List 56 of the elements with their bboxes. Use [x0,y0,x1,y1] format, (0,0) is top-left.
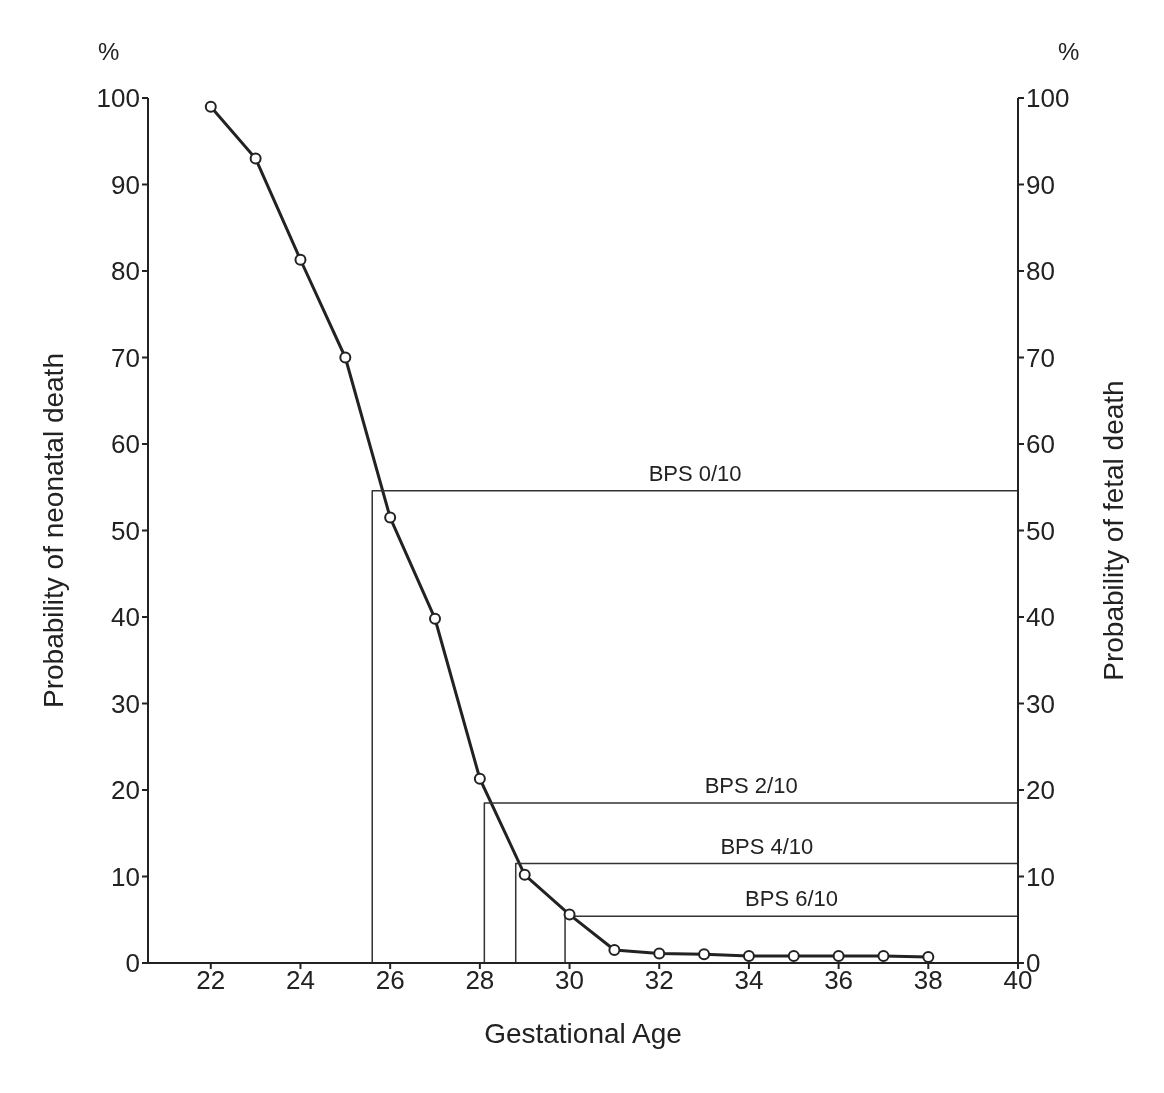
y2-tick-label: 10 [1026,861,1055,892]
y2-tick-label: 20 [1026,775,1055,806]
y-tick-label: 20 [111,775,140,806]
text: % [98,38,120,66]
y-tick-label: 90 [111,169,140,200]
y2-axis-title: Probability of fetal death [1097,380,1129,681]
point [429,612,442,625]
text: % [1058,38,1080,66]
point [249,152,262,165]
y2-tick-label: 70 [1026,342,1055,373]
y2-tick-label: 40 [1026,602,1055,633]
x-tick-label: 26 [375,965,405,996]
y-tick-label: 100 [96,83,140,114]
x-tick-label: 36 [824,965,854,996]
point [787,950,800,963]
y-tick-label: 30 [111,688,140,719]
y-tick-label: 80 [111,256,140,287]
y2-tick-label: 50 [1026,515,1055,546]
x-tick-label: 22 [196,965,226,996]
point [877,950,890,963]
point [698,948,711,961]
series-label: BPS 2/10 [704,772,798,798]
y-tick-label: 0 [125,948,140,979]
x-tick-label: 24 [286,965,315,996]
point [922,950,935,963]
y-tick-label: 70 [111,342,140,373]
point [473,772,486,785]
series-label: BPS 0/10 [648,460,742,486]
y2-tick-label: 90 [1026,169,1055,200]
y2-tick-label: 80 [1026,256,1055,287]
point [339,351,352,364]
x-tick-label: 34 [734,965,764,996]
y2-tick-label: 30 [1026,688,1055,719]
point [742,950,755,963]
y-tick-label: 50 [111,515,140,546]
y2-tick-label: 100 [1026,83,1070,114]
y-tick-label: 40 [111,602,140,633]
point [204,100,217,113]
x-tick-label: 30 [555,965,585,996]
point [832,950,845,963]
x-axis-title: Gestational Age [484,1018,682,1049]
y-tick-label: 60 [111,429,140,460]
point [653,947,666,960]
y-axis-title: Probability of neonatal death [37,353,69,708]
series-label: BPS 6/10 [745,886,839,912]
x-tick-label: 32 [644,965,674,996]
point [294,253,307,266]
y2-tick-label: 60 [1026,429,1055,460]
point [518,868,531,881]
point [563,908,576,921]
y-tick-label: 10 [111,861,140,892]
point [384,511,397,524]
x-tick-label: 38 [913,965,943,996]
x-tick-label: 28 [465,965,495,996]
point [608,944,621,957]
series-label: BPS 4/10 [720,833,814,859]
